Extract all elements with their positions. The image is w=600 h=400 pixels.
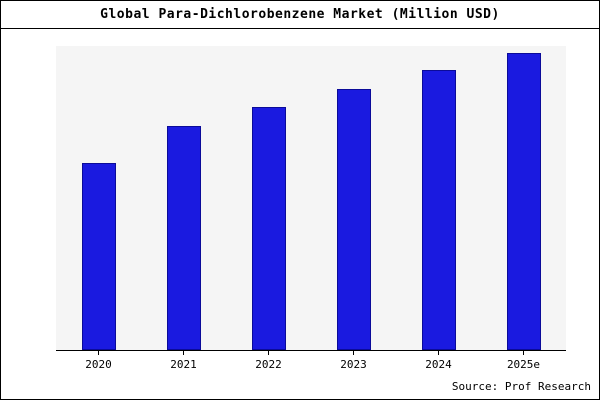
axis-tick	[523, 351, 524, 355]
plot-area	[56, 46, 566, 351]
chart-bar-2024	[421, 69, 456, 350]
axis-tick	[353, 351, 354, 355]
bars-row	[56, 46, 566, 350]
x-label-cell: 2024	[396, 351, 481, 371]
bar-cell	[141, 46, 226, 350]
axis-tick	[98, 351, 99, 355]
x-label-cell: 2022	[226, 351, 311, 371]
x-label-cell: 2023	[311, 351, 396, 371]
chart-bar-2020	[81, 163, 116, 350]
axis-tick	[183, 351, 184, 355]
source-attribution: Source: Prof Research	[451, 380, 591, 393]
chart-bar-2023	[336, 89, 371, 350]
x-label-cell: 2021	[141, 351, 226, 371]
bar-cell	[481, 46, 566, 350]
bar-cell	[396, 46, 481, 350]
bar-cell	[311, 46, 396, 350]
bar-cell	[226, 46, 311, 350]
chart-title: Global Para-Dichlorobenzene Market (Mill…	[100, 7, 500, 22]
chart-bar-2022	[251, 106, 286, 350]
chart-bar-2025e	[506, 53, 541, 350]
x-tick-label: 2023	[340, 358, 367, 371]
chart-bar-2021	[166, 126, 201, 350]
bar-cell	[56, 46, 141, 350]
x-tick-label: 2025e	[506, 358, 541, 371]
x-tick-label: 2021	[170, 358, 197, 371]
x-tick-label: 2020	[85, 358, 112, 371]
x-label-cell: 2025e	[481, 351, 566, 371]
x-label-cell: 2020	[56, 351, 141, 371]
axis-tick	[438, 351, 439, 355]
axis-tick	[268, 351, 269, 355]
x-axis-labels: 2020 2021 2022 2023 2024 2025e	[56, 351, 566, 371]
x-tick-label: 2024	[425, 358, 452, 371]
title-divider	[1, 28, 599, 29]
x-tick-label: 2022	[255, 358, 282, 371]
